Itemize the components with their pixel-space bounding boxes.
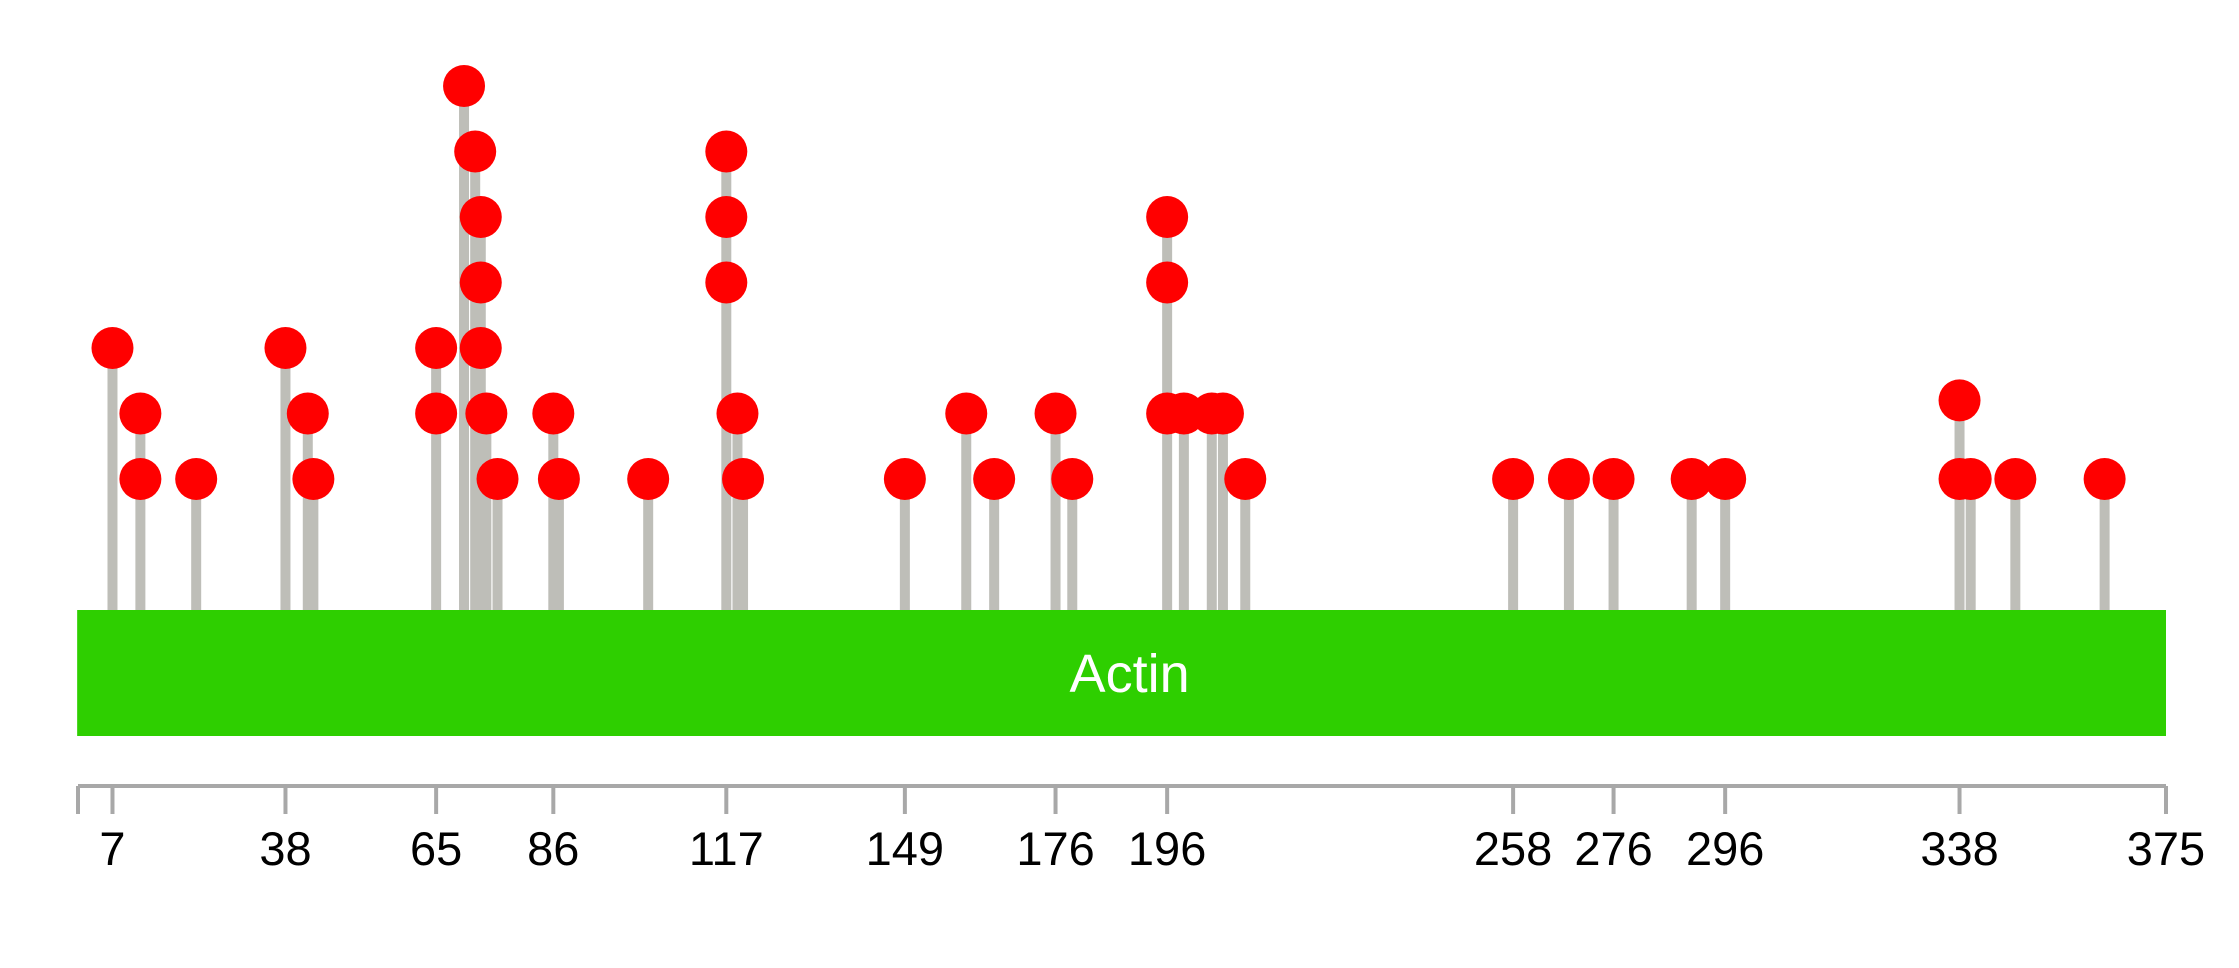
mutation-marker	[459, 327, 502, 369]
mutation-marker	[119, 458, 162, 500]
axis-tick-label: 338	[1920, 822, 1998, 875]
mutation-marker	[454, 130, 497, 173]
mutation-marker	[973, 458, 1016, 500]
mutation-marker	[459, 261, 502, 304]
axis-tick-label: 38	[259, 822, 311, 875]
mutation-marker	[1592, 458, 1635, 500]
mutation-marker	[1938, 379, 1981, 422]
markers-layer	[91, 65, 2126, 500]
mutation-marker	[705, 130, 748, 173]
mutation-marker	[1201, 392, 1244, 435]
mutation-marker	[1492, 458, 1535, 500]
mutation-marker	[1547, 458, 1590, 500]
mutation-marker	[705, 196, 748, 238]
domain-label: Actin	[1070, 644, 1190, 704]
mutation-marker	[1224, 458, 1267, 500]
mutation-marker	[264, 327, 307, 369]
mutation-marker	[465, 392, 508, 435]
axis-tick-label: 196	[1128, 822, 1206, 875]
mutation-marker	[459, 196, 502, 238]
axis-tick-label: 375	[2127, 822, 2205, 875]
mutation-marker	[883, 458, 926, 500]
mutation-marker	[1034, 392, 1077, 435]
x-axis: 7 38 65 86 117 149 176 196 258 276 296 338 375	[76, 784, 2205, 875]
mutation-marker	[627, 458, 670, 500]
mutation-marker	[1949, 458, 1992, 500]
axis-tick-label: 65	[410, 822, 462, 875]
mutation-marker	[1994, 458, 2037, 500]
axis-tick-label: 276	[1574, 822, 1652, 875]
domain-actin	[77, 610, 2167, 736]
axis-tick-label: 296	[1686, 822, 1764, 875]
mutation-marker	[91, 327, 134, 369]
mutation-marker	[1670, 458, 1713, 500]
axis-tick-label: 258	[1474, 822, 1552, 875]
axis-tick-label: 176	[1016, 822, 1094, 875]
mutation-marker	[415, 392, 458, 435]
mutation-marker	[705, 261, 748, 304]
mutation-marker	[415, 327, 458, 369]
mutation-marker	[537, 458, 580, 500]
axis-tick-label: 149	[866, 822, 944, 875]
mutation-marker	[1146, 196, 1189, 238]
mutation-marker	[1146, 261, 1189, 304]
axis-tick-label: 117	[689, 822, 764, 875]
axis-tick-label: 86	[527, 822, 579, 875]
mutation-marker	[292, 458, 335, 500]
mutation-marker	[1704, 458, 1747, 500]
stems-layer	[107, 86, 2110, 612]
mutation-marker	[945, 392, 988, 435]
domain-layer: Actin	[77, 610, 2167, 736]
mutation-marker	[175, 458, 218, 500]
mutation-marker	[716, 392, 759, 435]
mutation-marker	[532, 392, 575, 435]
mutation-marker	[476, 458, 519, 500]
mutation-marker	[722, 458, 765, 500]
mutation-marker	[286, 392, 329, 435]
mutation-marker	[443, 65, 486, 107]
mutation-marker	[2083, 458, 2126, 500]
mutation-marker	[119, 392, 162, 435]
mutation-marker	[1051, 458, 1094, 500]
axis-tick-label: 7	[99, 822, 125, 875]
